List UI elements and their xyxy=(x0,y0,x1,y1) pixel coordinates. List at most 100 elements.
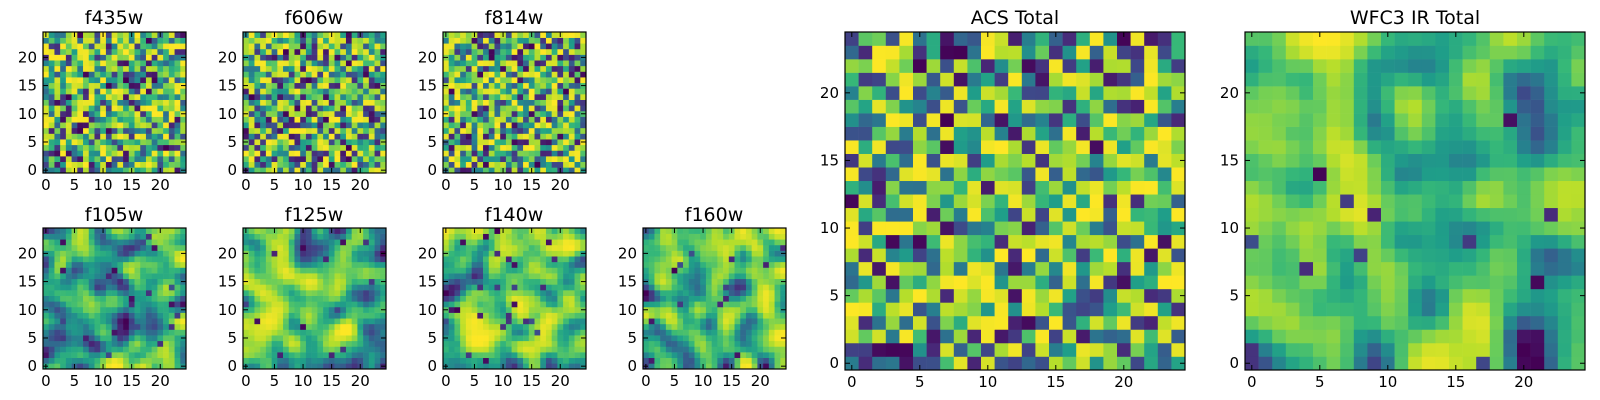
heatmap-cell xyxy=(648,278,655,285)
heatmap-cell xyxy=(1117,315,1131,330)
heatmap-cell xyxy=(145,329,152,336)
heatmap-cell xyxy=(574,363,581,370)
heatmap-cell xyxy=(981,167,995,182)
heatmap-cell xyxy=(265,335,272,342)
heatmap-cell xyxy=(483,301,490,308)
heatmap-cell xyxy=(351,37,358,44)
heatmap-cell xyxy=(845,261,859,276)
heatmap-cell xyxy=(751,290,758,296)
heatmap-cell xyxy=(54,357,61,364)
heatmap-cell xyxy=(174,335,181,342)
heatmap-cell xyxy=(734,244,741,251)
heatmap-cell xyxy=(88,110,95,117)
heatmap-cell xyxy=(294,65,301,72)
heatmap-cell xyxy=(151,335,158,342)
heatmap-cell xyxy=(123,244,130,251)
heatmap-cell xyxy=(885,207,900,222)
heatmap-cell xyxy=(43,239,50,246)
heatmap-cell xyxy=(700,256,707,263)
heatmap-cell xyxy=(648,290,655,296)
heatmap-cell xyxy=(60,60,67,67)
heatmap-cell xyxy=(711,284,718,291)
heatmap-cell xyxy=(488,352,495,359)
heatmap-cell xyxy=(448,352,455,359)
heatmap-cell xyxy=(940,356,955,371)
heatmap-cell xyxy=(505,306,512,313)
heatmap-cell xyxy=(517,318,524,325)
heatmap-cell xyxy=(953,315,968,330)
heatmap-cell xyxy=(465,323,472,330)
heatmap-cell xyxy=(1130,234,1145,249)
heatmap-cell xyxy=(523,239,530,246)
heatmap-cell xyxy=(117,329,124,336)
heatmap-cell xyxy=(134,105,141,112)
heatmap-cell xyxy=(694,301,701,308)
heatmap-cell xyxy=(660,267,667,274)
heatmap-cell xyxy=(460,133,467,140)
heatmap-cell xyxy=(477,167,484,174)
heatmap-cell xyxy=(94,290,101,296)
heatmap-cell xyxy=(511,335,518,342)
heatmap-cell xyxy=(294,156,301,163)
heatmap-cell xyxy=(488,144,495,151)
heatmap-cell xyxy=(351,284,358,291)
heatmap-cell xyxy=(1171,180,1186,195)
heatmap-cell xyxy=(858,315,873,330)
heatmap-cell xyxy=(568,284,575,291)
heatmap-cell xyxy=(94,312,101,319)
heatmap-cell xyxy=(334,133,341,140)
heatmap-cell xyxy=(111,233,118,240)
heatmap-cell xyxy=(1062,207,1077,222)
heatmap-cell xyxy=(317,261,324,268)
heatmap-cell xyxy=(671,273,678,280)
heatmap-cell xyxy=(243,127,250,134)
heatmap-cell xyxy=(683,318,690,325)
heatmap-cell xyxy=(654,312,661,319)
heatmap-cell xyxy=(265,250,272,257)
heatmap-cell xyxy=(65,71,72,78)
heatmap-cell xyxy=(926,356,941,371)
heatmap-cell xyxy=(323,54,330,61)
heatmap-cell xyxy=(460,306,467,313)
heatmap-cell xyxy=(563,273,570,280)
heatmap-cell xyxy=(454,150,461,157)
heatmap-cell xyxy=(994,207,1009,222)
heatmap-cell xyxy=(277,306,284,313)
heatmap-cell xyxy=(283,99,290,106)
heatmap-cell xyxy=(243,99,250,106)
heatmap-cell xyxy=(563,60,570,67)
heatmap-cell xyxy=(260,306,267,313)
heatmap-cell xyxy=(60,133,67,140)
heatmap-cell xyxy=(688,239,695,246)
heatmap-cell xyxy=(357,139,364,146)
heatmap-cell xyxy=(111,244,118,251)
heatmap-cell xyxy=(563,156,570,163)
heatmap-cell xyxy=(1076,234,1091,249)
heatmap-cell xyxy=(254,357,261,364)
heatmap-cell xyxy=(1076,221,1091,236)
heatmap-cell xyxy=(83,318,90,325)
heatmap-cell xyxy=(471,267,478,274)
heatmap-cell xyxy=(94,357,101,364)
heatmap-cell xyxy=(505,318,512,325)
heatmap-cell xyxy=(328,239,335,246)
heatmap-cell xyxy=(580,318,587,325)
heatmap-cell xyxy=(294,48,301,55)
heatmap-cell xyxy=(580,105,587,112)
heatmap-cell xyxy=(477,116,484,123)
heatmap-cell xyxy=(151,256,158,263)
heatmap-cell xyxy=(545,352,552,359)
heatmap-cell xyxy=(363,323,370,330)
heatmap-cell xyxy=(145,267,152,274)
y-tick-label: 15 xyxy=(618,273,637,291)
heatmap-cell xyxy=(168,82,175,89)
heatmap-cell xyxy=(374,94,381,100)
heatmap-cell xyxy=(545,233,552,240)
heatmap-cell xyxy=(677,335,684,342)
heatmap-cell xyxy=(913,153,927,168)
heatmap-cell xyxy=(43,122,50,129)
heatmap-cell xyxy=(88,323,95,330)
heatmap-cell xyxy=(1103,329,1118,344)
heatmap-cell xyxy=(488,105,495,112)
heatmap-cell xyxy=(305,239,312,246)
